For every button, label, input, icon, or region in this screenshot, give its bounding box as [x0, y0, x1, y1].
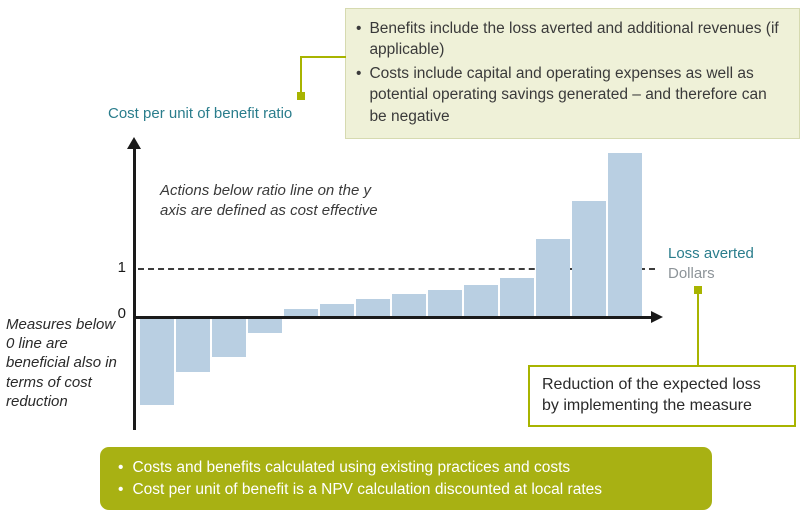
callout-connector-vertical	[300, 56, 302, 94]
benefits-costs-list: • Benefits include the loss averted and …	[356, 18, 787, 127]
bullet-icon: •	[356, 20, 362, 37]
costs-bullet-text: Costs include capital and operating expe…	[369, 64, 767, 125]
list-item: • Costs and benefits calculated using ex…	[118, 457, 694, 479]
footer-notes-list: • Costs and benefits calculated using ex…	[118, 457, 694, 500]
callout-connector-horizontal	[300, 56, 346, 58]
tick-label-0: 0	[117, 305, 126, 322]
y-axis-arrow-icon	[127, 137, 141, 149]
list-item: • Benefits include the loss averted and …	[356, 18, 787, 61]
cost-effective-annotation: Actions below ratio line on the y axis a…	[160, 182, 378, 219]
bar-0	[140, 319, 174, 405]
bullet-icon: •	[118, 480, 124, 498]
list-item: • Cost per unit of benefit is a NPV calc…	[118, 479, 694, 501]
bar-13	[608, 153, 642, 316]
bar-6	[356, 299, 390, 316]
reduction-connector-vertical	[697, 293, 699, 365]
bullet-icon: •	[356, 64, 362, 82]
measures-below-zero-annotation: Measures below 0 line are beneficial als…	[6, 316, 117, 410]
reduction-connector-endpoint	[694, 286, 702, 294]
x-axis-arrow-icon	[651, 311, 663, 323]
footer-bullet-text: Costs and benefits calculated using exis…	[132, 459, 571, 476]
list-item: • Costs include capital and operating ex…	[356, 63, 787, 127]
callout-connector-endpoint	[297, 92, 305, 100]
bar-5	[320, 304, 354, 316]
benefits-bullet-text: Benefits include the loss averted and ad…	[369, 20, 779, 59]
bar-4	[284, 309, 318, 316]
x-axis-line	[133, 316, 653, 319]
bar-1	[176, 319, 210, 372]
loss-averted-label: Loss averted	[668, 245, 754, 262]
bar-12	[572, 201, 606, 316]
bar-10	[500, 278, 534, 316]
dollars-label: Dollars	[668, 265, 715, 282]
footer-bullet-text: Cost per unit of benefit is a NPV calcul…	[132, 480, 603, 498]
reduction-callout: Reduction of the expected loss by implem…	[528, 365, 796, 427]
y-axis-line	[133, 148, 136, 430]
tick-label-1: 1	[117, 259, 126, 276]
y-axis-title: Cost per unit of benefit ratio	[108, 105, 293, 122]
footer-notes-box: • Costs and benefits calculated using ex…	[100, 447, 712, 511]
bar-7	[392, 294, 426, 316]
bar-8	[428, 290, 462, 316]
bar-3	[248, 319, 282, 333]
bar-9	[464, 285, 498, 316]
benefits-costs-callout: • Benefits include the loss averted and …	[345, 8, 800, 139]
bar-11	[536, 239, 570, 316]
bar-2	[212, 319, 246, 357]
ratio-dashed-line	[138, 268, 655, 270]
bullet-icon: •	[118, 459, 124, 476]
